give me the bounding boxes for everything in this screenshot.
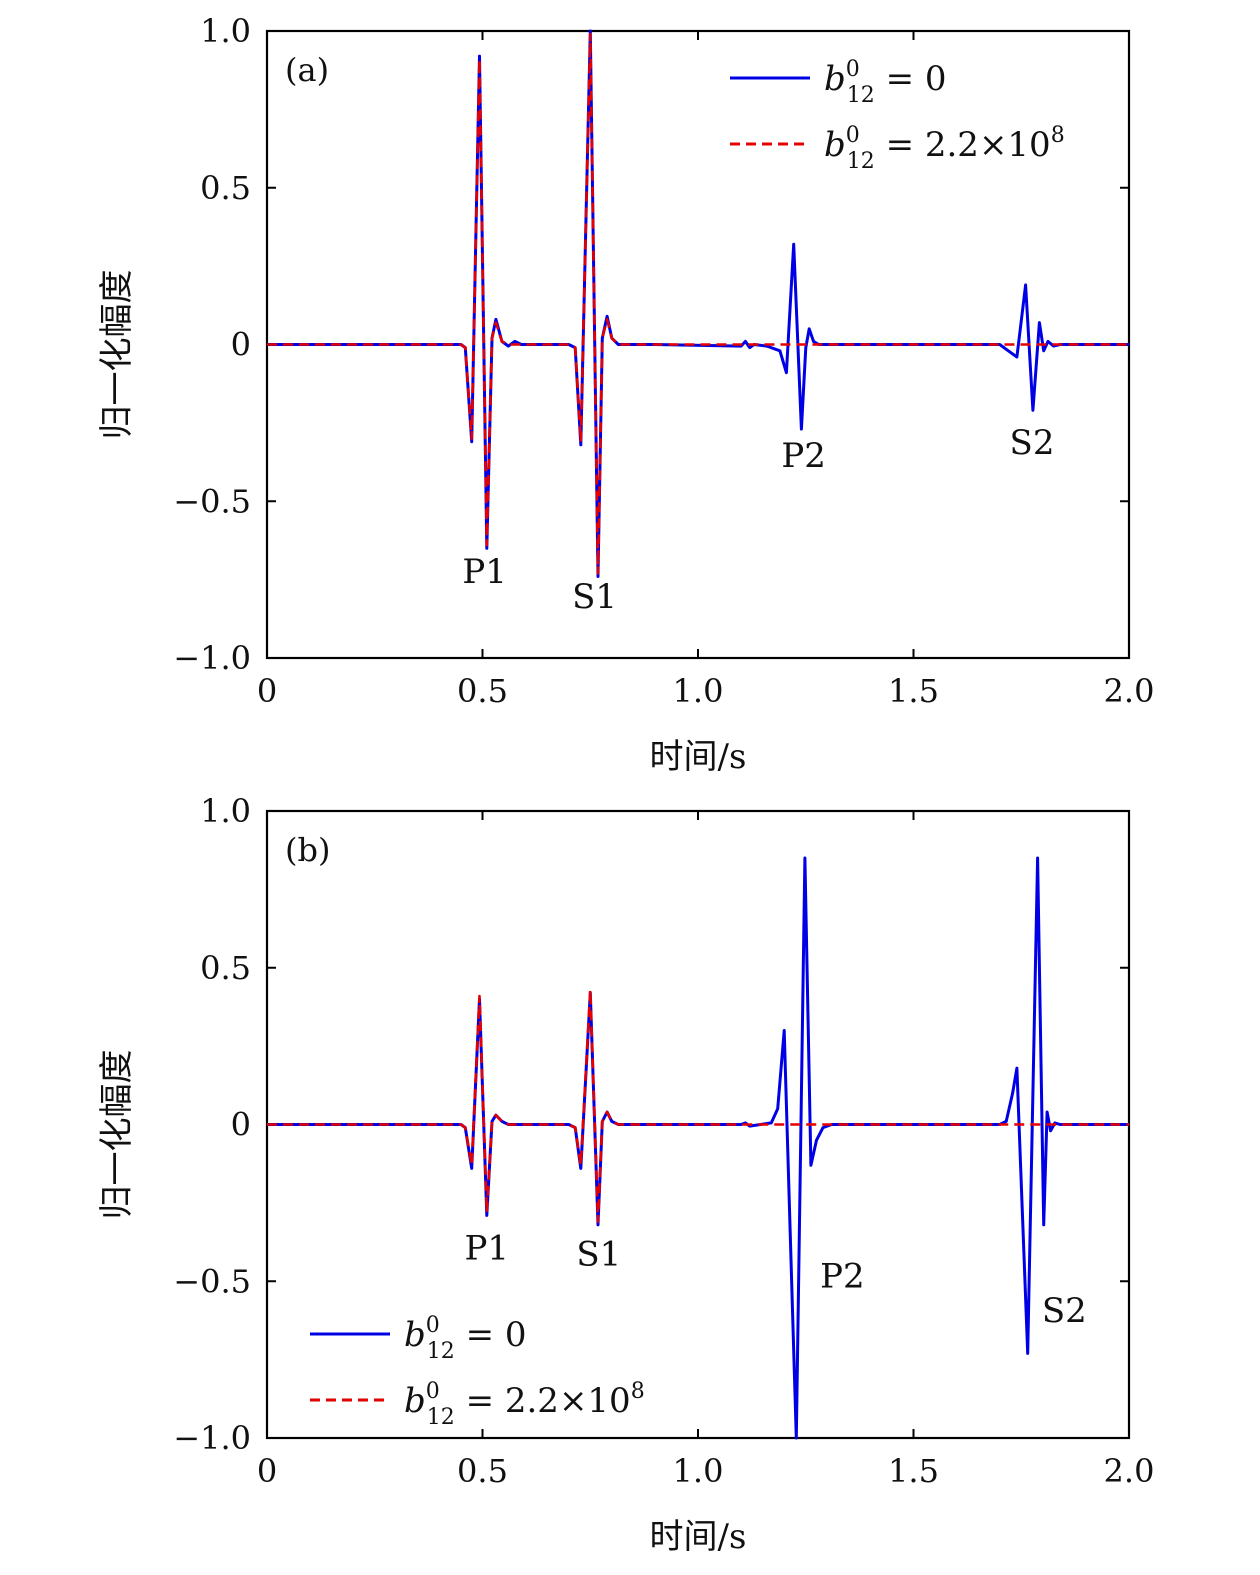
y-tick-label: −0.5 xyxy=(173,482,251,520)
y-tick-label: 1.0 xyxy=(200,12,251,50)
chart-panel-a: 0 0.5 1.0 1.5 2.0 −1.0 −0.5 0 0.5 1.0 时间/s 归一化幅度 (a)… xyxy=(97,12,1154,777)
x-tick-label: 0 xyxy=(257,1452,277,1490)
y-tick-label: 1.0 xyxy=(200,792,251,830)
annotation-s1: S1 xyxy=(576,1235,621,1275)
y-tick-label: −1.0 xyxy=(173,1419,251,1457)
legend-entry: b0 12 = 2.2×108 xyxy=(824,123,1065,174)
y-tick-label: 0 xyxy=(231,1106,251,1144)
y-axis-label: 归一化幅度 xyxy=(97,1050,137,1220)
x-tick-label: 0 xyxy=(257,672,277,710)
chart-panel-b: 0 0.5 1.0 1.5 2.0 −1.0 −0.5 0 0.5 1.0 时间/s 归一化幅度 (b)… xyxy=(97,792,1154,1557)
x-tick-label: 1.0 xyxy=(673,672,724,710)
x-tick-label: 1.5 xyxy=(888,1452,939,1490)
x-tick-label: 1.5 xyxy=(888,672,939,710)
x-tick-label: 2.0 xyxy=(1104,1452,1155,1490)
annotation-s2: S2 xyxy=(1010,423,1055,463)
annotation-s2: S2 xyxy=(1042,1291,1087,1331)
annotation-p2: P2 xyxy=(781,436,826,476)
y-tick-label: −1.0 xyxy=(173,639,251,677)
x-axis-label: 时间/s xyxy=(650,1517,747,1557)
annotation-p1: P1 xyxy=(465,1228,510,1268)
legend-entry: b0 12 = 0 xyxy=(404,1313,527,1364)
series-line-b12-0 xyxy=(267,29,1129,578)
y-tick-label: 0.5 xyxy=(200,949,251,987)
panel-label: (b) xyxy=(285,831,330,869)
series-line-b12-0 xyxy=(267,856,1129,1440)
x-tick-label: 0.5 xyxy=(457,672,508,710)
panel-label: (a) xyxy=(285,51,329,89)
x-tick-label: 1.0 xyxy=(673,1452,724,1490)
x-tick-label: 2.0 xyxy=(1104,672,1155,710)
y-axis-label: 归一化幅度 xyxy=(97,270,137,440)
annotation-p2: P2 xyxy=(820,1257,865,1297)
series-line-b12-2.2e8 xyxy=(267,988,1129,1223)
x-axis-label: 时间/s xyxy=(650,737,747,777)
x-tick-label: 0.5 xyxy=(457,1452,508,1490)
y-tick-label: 0.5 xyxy=(200,169,251,207)
series-line-b12-2.2e8 xyxy=(267,32,1129,575)
y-tick-label: 0 xyxy=(231,326,251,364)
y-tick-label: −0.5 xyxy=(173,1262,251,1300)
legend-entry: b0 12 = 0 xyxy=(824,57,947,108)
annotation-s1: S1 xyxy=(572,577,617,617)
annotation-p1: P1 xyxy=(462,552,507,592)
legend-entry: b0 12 = 2.2×108 xyxy=(404,1379,645,1430)
